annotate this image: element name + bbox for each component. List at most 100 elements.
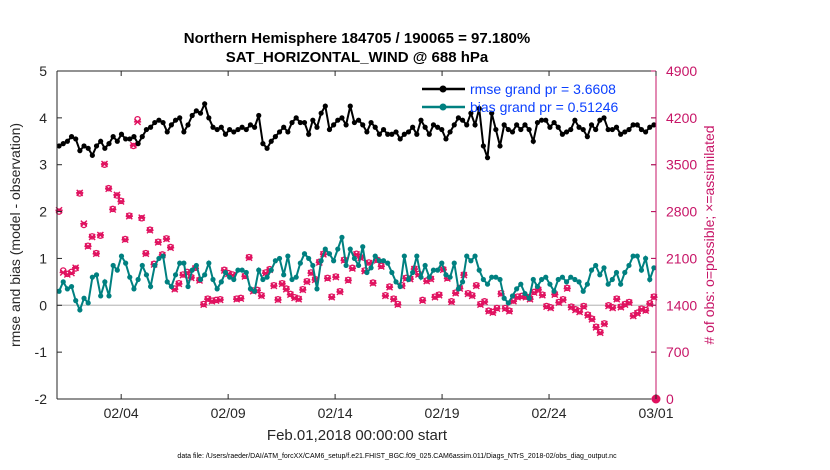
bias-marker xyxy=(443,272,449,278)
rmse-marker xyxy=(98,138,104,144)
bias-marker xyxy=(480,276,486,283)
bias-marker xyxy=(268,267,274,273)
rmse-marker xyxy=(172,117,179,123)
rmse-marker xyxy=(68,134,75,140)
obs-assimilated-marker xyxy=(365,259,373,267)
rmse-marker xyxy=(177,115,183,121)
left-y-tick-label: 1 xyxy=(39,250,47,266)
rmse-marker xyxy=(509,129,516,135)
rmse-marker xyxy=(314,124,320,130)
obs-assimilated-marker xyxy=(113,191,121,199)
bias-marker xyxy=(643,255,649,262)
rmse-marker xyxy=(60,141,66,147)
bias-marker xyxy=(164,279,170,285)
bias-marker xyxy=(435,267,441,273)
bias-marker xyxy=(568,274,574,280)
rmse-marker xyxy=(518,126,524,133)
rmse-marker xyxy=(272,134,278,140)
rmse-marker xyxy=(385,131,391,137)
obs-assimilated-marker xyxy=(274,296,282,304)
rmse-marker xyxy=(439,126,445,133)
obs-assimilated-marker xyxy=(377,262,385,270)
rmse-marker xyxy=(393,129,399,135)
rmse-marker xyxy=(647,124,653,130)
obs-assimilated-marker xyxy=(282,285,290,293)
bias-marker xyxy=(410,269,416,276)
left-y-tick-label: 2 xyxy=(39,204,47,220)
bias-marker xyxy=(459,279,466,285)
bias-marker xyxy=(77,307,83,313)
rmse-marker xyxy=(593,126,599,133)
obs-assimilated-marker xyxy=(575,308,584,316)
bias-marker xyxy=(118,253,125,259)
rmse-marker xyxy=(543,117,549,123)
bias-marker xyxy=(555,276,561,283)
rmse-marker xyxy=(418,117,424,123)
rmse-marker xyxy=(360,122,366,128)
rmse-marker xyxy=(339,115,345,121)
bias-marker xyxy=(484,281,491,287)
bias-marker xyxy=(543,274,549,280)
rmse-marker xyxy=(185,122,191,128)
rmse-marker xyxy=(376,131,382,137)
obs-assimilated-marker xyxy=(109,206,117,214)
obs-assimilated-marker xyxy=(472,282,480,290)
rmse-marker xyxy=(559,131,566,137)
bias-marker xyxy=(613,269,620,276)
rmse-marker xyxy=(389,131,395,137)
obs-assimilated-marker xyxy=(480,298,489,306)
bias-marker xyxy=(601,265,607,271)
rmse-marker xyxy=(235,126,241,133)
rmse-marker xyxy=(410,124,416,130)
bias-marker xyxy=(293,274,299,280)
obs-assimilated-marker xyxy=(175,280,183,288)
bias-marker xyxy=(81,295,87,301)
obs-assimilated-marker xyxy=(596,329,604,337)
left-y-tick-label: 3 xyxy=(39,157,47,173)
obs-assimilated-marker xyxy=(105,185,113,193)
rmse-marker xyxy=(435,124,441,130)
obs-possible-marker xyxy=(80,221,88,229)
bias-marker xyxy=(360,244,366,250)
bias-marker xyxy=(218,279,224,285)
right-y-tick-label: 2800 xyxy=(666,204,697,220)
bias-marker xyxy=(114,267,120,273)
rmse-marker xyxy=(251,124,258,130)
bias-marker xyxy=(181,260,187,266)
rmse-marker xyxy=(514,122,520,128)
obs-assimilated-marker xyxy=(92,250,100,258)
bias-marker xyxy=(127,274,133,280)
rmse-marker xyxy=(143,126,150,133)
bias-marker xyxy=(534,283,541,290)
right-y-tick-label: 4200 xyxy=(666,110,697,126)
bias-marker xyxy=(380,258,387,264)
obs-assimilated-marker xyxy=(418,297,427,305)
obs-assimilated-marker xyxy=(71,264,80,272)
rmse-marker xyxy=(147,124,154,130)
rmse-marker xyxy=(206,115,212,121)
rmse-marker xyxy=(547,124,553,130)
obs-assimilated-marker xyxy=(547,304,555,312)
x-tick-label: 02/24 xyxy=(532,405,567,421)
rmse-marker xyxy=(501,122,507,128)
bias-marker xyxy=(605,281,611,287)
bias-marker xyxy=(276,255,283,262)
rmse-marker xyxy=(651,122,657,128)
rmse-marker xyxy=(401,131,407,137)
obs-possible-marker xyxy=(68,268,75,276)
bias-marker xyxy=(326,251,333,257)
bias-marker xyxy=(98,293,104,299)
rmse-marker xyxy=(472,122,478,128)
bias-marker xyxy=(64,286,70,292)
bias-marker xyxy=(123,260,129,266)
bias-marker xyxy=(339,234,345,240)
obs-assimilated-marker xyxy=(84,242,92,250)
bias-marker xyxy=(597,272,603,278)
rmse-marker xyxy=(135,141,141,147)
rmse-marker xyxy=(102,145,108,151)
rmse-marker xyxy=(222,131,229,137)
rmse-marker xyxy=(139,134,145,140)
bias-marker xyxy=(351,255,358,262)
obs-assimilated-marker xyxy=(390,295,398,303)
bias-marker xyxy=(256,267,262,273)
